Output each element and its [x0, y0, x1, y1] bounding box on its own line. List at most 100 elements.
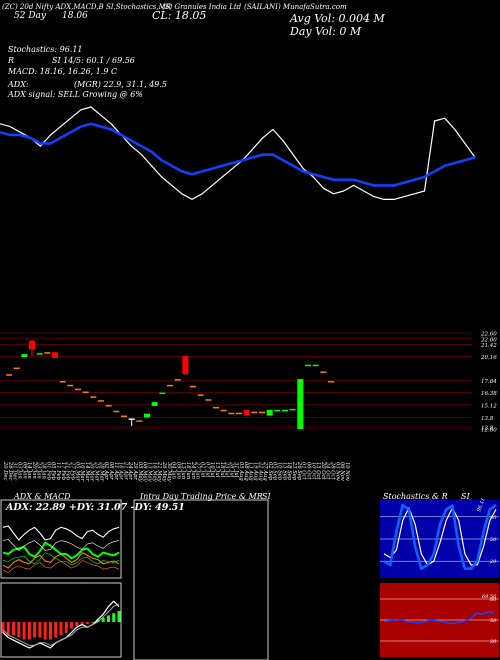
macd-histogram-bar: [38, 622, 42, 638]
price-tick-label: 22.60: [480, 332, 497, 338]
date-tick-label: 18 Sep: [286, 462, 292, 481]
date-tick-label: 28 Jul: [228, 461, 234, 478]
date-tick-label: 15 Jul: [214, 462, 220, 478]
date-tick-label: 06 Nov: [339, 462, 345, 481]
candle-body: [274, 409, 281, 412]
date-tick-label: 13 May: [147, 462, 153, 482]
candle-body: [282, 409, 288, 412]
date-tick-label: 10 Nov: [344, 462, 350, 481]
candle-body: [243, 409, 250, 416]
price-tick-label: 13.8: [481, 416, 494, 422]
date-tick-label: 11 Feb: [55, 462, 61, 480]
candle-body: [82, 391, 89, 394]
date-tick-label: 02 Apr: [103, 462, 109, 480]
date-tick-label: 06 Oct: [306, 462, 312, 480]
date-tick-label: 08 Aug: [243, 462, 249, 481]
macd-readout: MACD: 18.16, 16.26, 1.9 C: [8, 67, 118, 76]
date-tick-label: 11 Apr: [113, 462, 119, 480]
candle-body: [52, 352, 58, 358]
price-tick-label: 20.16: [480, 355, 497, 361]
header-line2-b: 18.06: [62, 11, 88, 21]
date-tick-label: 19 Aug: [253, 462, 259, 481]
date-tick-label: 01 Oct: [301, 462, 307, 480]
date-tick-label: 20 Mar: [89, 461, 95, 482]
date-tick-label: 24 Apr: [127, 461, 133, 480]
price-tick-label: 22.00: [480, 337, 497, 343]
price-tick-label: 15.12: [481, 403, 497, 409]
candle-body: [320, 371, 327, 373]
candle-body: [128, 418, 135, 420]
adx-panel-frame: [0, 499, 122, 579]
macd-histogram-bar: [117, 611, 121, 622]
date-tick-label: 10 Oct: [310, 462, 316, 480]
date-tick-label: 24 Jun: [190, 461, 196, 479]
price-tick-label: 17.64: [481, 379, 497, 385]
macd-histogram-bar: [59, 622, 63, 636]
intraday-title: Intra Day Trading Price & MR: [140, 492, 263, 501]
macd-histogram-bar: [27, 622, 31, 640]
date-tick-label: 05 Mar: [74, 462, 80, 482]
candle-body: [29, 340, 35, 350]
date-tick-label: 23 Sep: [291, 461, 297, 481]
adx-readout-prefix: ADX:: [8, 80, 29, 89]
candle-body: [21, 354, 28, 357]
macd-histogram-bar: [12, 622, 16, 636]
stoch-tick-label: 50: [490, 537, 497, 543]
date-tick-label: 26 May: [161, 461, 167, 482]
date-tick-label: 27 Jun: [195, 461, 201, 479]
si-tick-label: 50: [490, 618, 497, 624]
candle-body: [136, 420, 143, 422]
adx-values-readout: ADX: 22.89 +DY: 31.07 -DY: 49.51: [6, 502, 185, 513]
date-tick-label: 10 Mar: [79, 462, 85, 482]
candle-body: [205, 399, 212, 401]
candle-body: [220, 409, 227, 412]
candle-body: [259, 411, 265, 414]
date-tick-label: 26 Dec: [7, 461, 13, 480]
macd-histogram-bar: [6, 622, 10, 636]
stochastics-title: Stochastics & R: [383, 492, 448, 501]
date-tick-label: 05 Feb: [50, 462, 56, 480]
date-tick-label: 27 Feb: [69, 461, 75, 480]
date-tick-label: 26 Sep: [296, 461, 302, 481]
date-tick-label: 10 Jul: [209, 462, 215, 478]
si-readout-prefix: R: [8, 56, 15, 65]
candle-body: [182, 356, 189, 375]
intraday-si-title: SI: [262, 492, 271, 501]
candle-body: [251, 411, 258, 414]
adx-series-dy: [2, 525, 120, 541]
date-tick-label: 21 Feb: [65, 461, 71, 480]
day-volume: Day Vol: 0 M: [290, 25, 362, 38]
candle-body: [266, 409, 273, 416]
stoch-tick-label: 80: [490, 515, 497, 521]
candle-body: [190, 385, 196, 388]
date-tick-label: 03 Jan: [17, 462, 23, 479]
macd-histogram-bar: [96, 619, 100, 622]
date-tick-label: 02 Sep: [267, 462, 273, 481]
date-tick-label: 29 Apr: [132, 461, 138, 480]
header-line1-c: (S) Granules India Ltd: [162, 3, 242, 11]
adx-readout: (MGR) 22.9, 31.1, 49.5: [74, 80, 167, 89]
date-tick-label: 20 Oct: [320, 461, 326, 480]
date-tick-label: 30 May: [166, 462, 172, 482]
date-tick-label: 05 May: [137, 462, 143, 482]
candle-body: [44, 352, 51, 354]
date-tick-label: 08 Apr: [108, 462, 114, 480]
candle-body: [6, 374, 12, 376]
header-line1-d: (SAILANI) MunafaSutra.com: [244, 3, 347, 11]
macd-histogram-bar: [17, 622, 21, 638]
candle-body: [159, 392, 166, 395]
macd-histogram-bar: [80, 622, 84, 625]
date-tick-label: 04 Jun: [171, 462, 177, 479]
header-line1-b: SI,Stochastics,MR: [106, 3, 172, 11]
date-tick-label: 03 Nov: [334, 462, 340, 481]
date-tick-label: 13 Jun: [180, 462, 186, 479]
date-tick-label: 14 Mar: [84, 462, 90, 482]
macd-histogram-bar: [75, 622, 79, 627]
si-readout: SI 14/5: 60.1 / 69.56: [52, 56, 135, 65]
candle-body: [236, 412, 242, 415]
candle-body: [213, 406, 219, 409]
macd-histogram-bar: [22, 622, 26, 640]
date-tick-label: 24 Oct: [325, 461, 331, 480]
macd-histogram-bar: [85, 622, 89, 625]
